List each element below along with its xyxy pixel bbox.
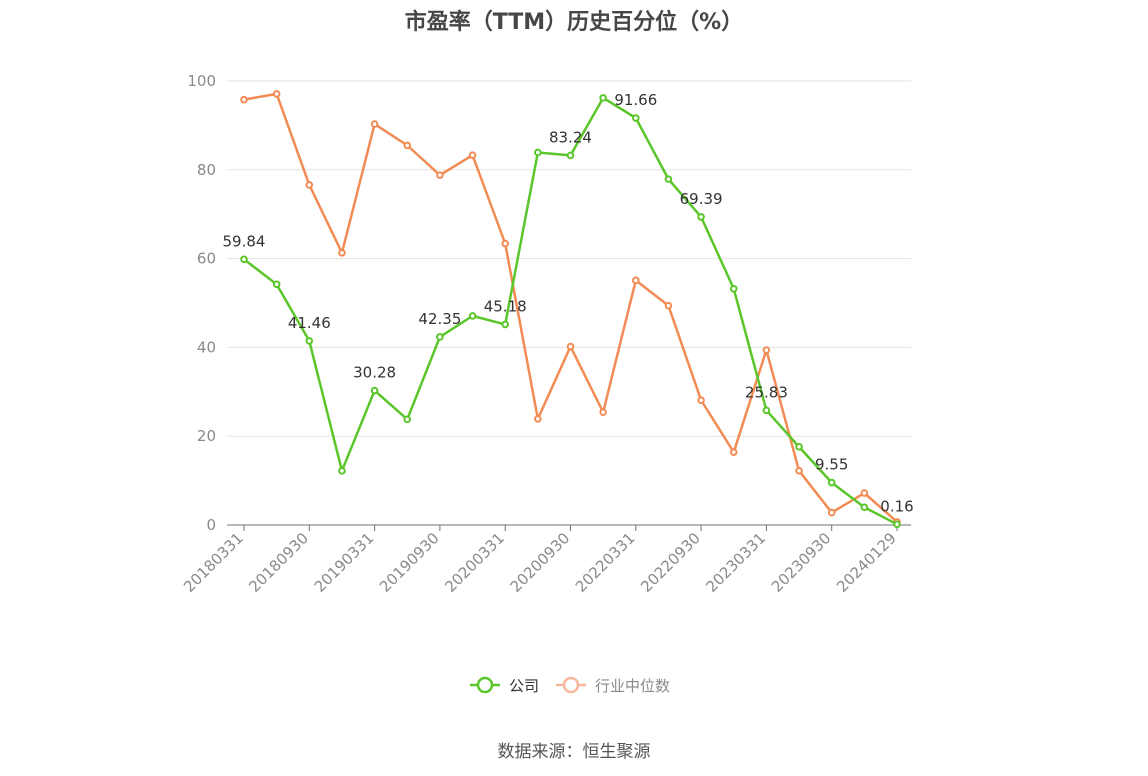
data-point <box>534 415 542 423</box>
data-point <box>338 249 346 257</box>
x-tick-label: 20240129 <box>833 529 900 596</box>
data-point <box>795 467 803 475</box>
data-point <box>370 120 379 128</box>
y-tick-label: 0 <box>206 516 216 534</box>
data-point <box>860 489 869 497</box>
x-tick-label: 20220930 <box>637 529 704 596</box>
data-point <box>664 301 673 310</box>
x-tick-label: 20230331 <box>703 529 770 596</box>
data-source-note: 数据来源：恒生聚源 <box>497 742 651 762</box>
data-label: 42.35 <box>418 310 461 328</box>
y-tick-label: 40 <box>197 338 216 356</box>
data-label: 69.39 <box>680 190 723 208</box>
data-label: 59.84 <box>223 232 266 250</box>
x-tick-label: 20180331 <box>180 529 247 596</box>
x-tick-label: 20190930 <box>376 529 443 596</box>
data-point <box>664 175 673 183</box>
data-point <box>729 284 738 293</box>
data-label: 91.66 <box>614 91 657 109</box>
data-point <box>762 406 771 415</box>
data-point <box>305 337 314 345</box>
data-point <box>305 181 314 189</box>
x-tick-label: 20190331 <box>311 529 378 596</box>
data-label: 0.16 <box>880 497 913 515</box>
data-point <box>632 276 640 285</box>
x-tick-label: 20180930 <box>245 529 312 596</box>
data-point <box>599 94 607 102</box>
data-point <box>697 213 705 221</box>
data-point <box>272 280 281 289</box>
legend-label: 公司 <box>509 677 539 695</box>
data-point <box>632 114 640 122</box>
y-tick-label: 20 <box>197 427 216 445</box>
data-point <box>697 396 705 405</box>
data-point <box>240 95 248 104</box>
legend-marker <box>562 676 580 694</box>
data-point <box>795 443 803 451</box>
data-point <box>403 141 412 150</box>
data-point <box>501 320 510 329</box>
data-point <box>501 239 510 248</box>
data-point <box>827 478 836 487</box>
legend-marker <box>476 676 494 694</box>
data-point <box>762 346 771 354</box>
y-tick-label: 100 <box>187 72 216 90</box>
data-label: 9.55 <box>815 456 848 474</box>
data-label: 45.18 <box>484 297 527 315</box>
data-point <box>272 90 281 98</box>
data-point <box>566 151 575 160</box>
data-point <box>403 415 412 424</box>
chart-title: 市盈率（TTM）历史百分位（%） <box>404 10 744 35</box>
legend-label: 行业中位数 <box>595 677 670 695</box>
x-tick-label: 20200331 <box>441 529 508 596</box>
x-tick-label: 20200930 <box>507 529 574 596</box>
data-point <box>599 408 607 417</box>
data-point <box>338 467 346 475</box>
data-point <box>566 342 575 351</box>
x-tick-label: 20220331 <box>572 529 639 596</box>
data-point <box>468 151 477 159</box>
data-point <box>860 503 869 512</box>
x-tick-label: 20230930 <box>768 529 835 596</box>
y-tick-label: 60 <box>197 250 216 268</box>
data-point <box>436 171 444 179</box>
data-point <box>468 312 477 320</box>
series-line <box>243 96 898 526</box>
data-point <box>893 520 901 529</box>
data-point <box>370 386 379 395</box>
data-point <box>534 148 542 157</box>
data-point <box>729 448 738 456</box>
data-point <box>827 508 836 517</box>
data-label: 30.28 <box>353 364 396 382</box>
y-tick-label: 80 <box>197 161 216 179</box>
data-point <box>240 255 248 264</box>
data-label: 83.24 <box>549 128 592 146</box>
data-label: 25.83 <box>745 383 788 401</box>
data-point <box>436 333 444 341</box>
data-label: 41.46 <box>288 314 331 332</box>
